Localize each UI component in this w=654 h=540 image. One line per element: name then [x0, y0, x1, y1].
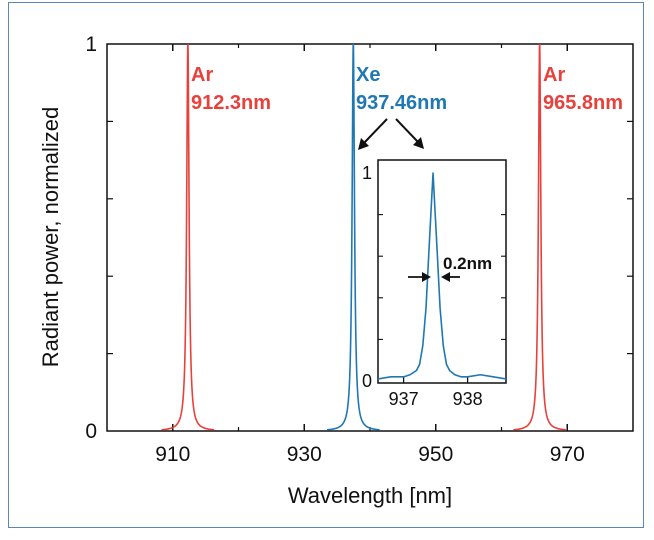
peak-label-ar-965: Ar 965.8nm	[543, 64, 623, 114]
main-y-ticks: 01	[85, 33, 633, 443]
fwhm-arrowhead-left	[422, 272, 431, 282]
x-tick-label: 950	[418, 443, 453, 466]
zoom-arrowhead-left	[358, 138, 369, 150]
zoom-arrowhead-right	[413, 137, 424, 149]
y-tick-label: 0	[85, 420, 97, 443]
inset-series-group	[377, 172, 507, 380]
peak-label-xe-937: Xe 937.46nm	[356, 64, 447, 114]
peak-label-wavelength: 965.8nm	[543, 92, 623, 114]
inset-xenon-line	[377, 172, 507, 380]
zoom-arrow-left	[363, 118, 388, 144]
emission-peak-line	[326, 43, 380, 431]
fwhm-arrowhead-right	[441, 272, 450, 282]
fwhm-marker: 0.2nm	[408, 254, 492, 282]
inset-x-ticks: 937 938	[389, 377, 483, 409]
peak-label-ar-912: Ar 912.3nm	[191, 64, 271, 114]
x-tick-label: 970	[550, 443, 585, 466]
y-axis-label: Radiant power, normalized	[38, 107, 63, 367]
fwhm-label: 0.2nm	[443, 254, 492, 273]
emission-peak-line	[513, 43, 566, 431]
main-series-group	[161, 43, 566, 431]
peak-label-element: Ar	[543, 64, 565, 86]
inset-x-tick-label: 938	[453, 389, 483, 409]
peak-label-wavelength: 912.3nm	[191, 92, 271, 114]
x-tick-label: 910	[155, 443, 190, 466]
zoom-arrow-right	[395, 118, 419, 143]
inset-x-tick-label: 937	[389, 389, 419, 409]
inset-y-ticks: 01	[362, 163, 506, 391]
inset-y-tick-label: 0	[362, 371, 372, 391]
peak-label-element: Ar	[191, 64, 213, 86]
inset-plot-area	[377, 159, 507, 384]
x-tick-label: 930	[287, 443, 322, 466]
zoom-arrows	[358, 118, 424, 150]
inset-y-tick-label: 1	[362, 163, 372, 183]
peak-label-wavelength: 937.46nm	[356, 92, 447, 114]
peak-label-element: Xe	[356, 64, 380, 86]
x-axis-label: Wavelength [nm]	[288, 483, 452, 508]
emission-peak-line	[161, 43, 215, 431]
main-x-ticks: 910 930 950 970	[155, 44, 585, 466]
y-tick-label: 1	[85, 33, 97, 56]
